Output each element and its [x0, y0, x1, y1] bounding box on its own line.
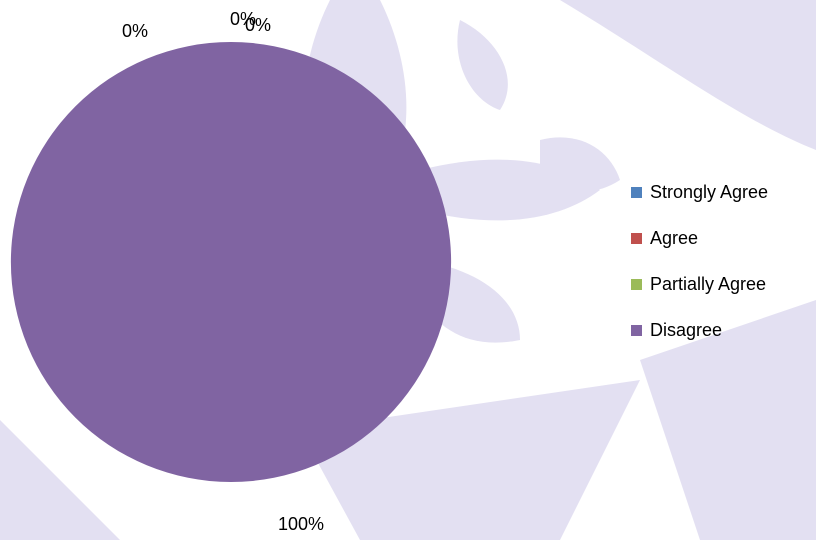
legend-swatch — [631, 187, 642, 198]
legend-swatch — [631, 279, 642, 290]
legend-swatch — [631, 233, 642, 244]
chart: 0%0%0%100% Strongly AgreeAgreePartially … — [0, 0, 816, 540]
pie — [11, 42, 451, 482]
data-label: 0% — [122, 21, 148, 41]
legend-label: Disagree — [650, 320, 722, 340]
page: {"chart_data": {"type": "pie", "categori… — [0, 0, 816, 540]
pie-slice — [11, 42, 451, 482]
legend-label: Partially Agree — [650, 274, 766, 294]
legend: Strongly Agree Agree Partially Agree Disagr… — [631, 182, 768, 340]
data-label: 100% — [278, 514, 324, 534]
legend-swatch — [631, 325, 642, 336]
data-label: 0% — [245, 15, 271, 35]
legend-label: Strongly Agree — [650, 182, 768, 202]
legend-label: Agree — [650, 228, 698, 248]
